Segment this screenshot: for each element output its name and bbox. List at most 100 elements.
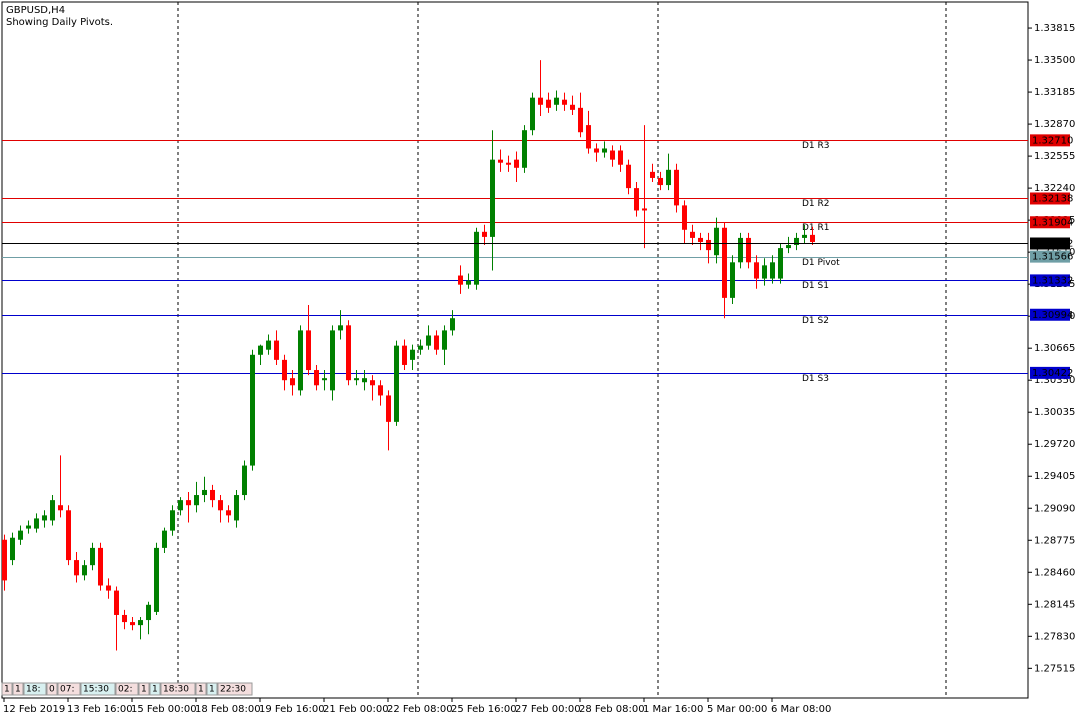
candle-body bbox=[338, 325, 343, 331]
candle-body bbox=[226, 510, 231, 516]
candle-body bbox=[106, 585, 111, 591]
y-tick-label: 1.30665 bbox=[1034, 343, 1075, 354]
candle-body bbox=[154, 547, 159, 612]
candle-body bbox=[434, 335, 439, 350]
y-tick-label: 1.30035 bbox=[1034, 407, 1075, 418]
candle-body bbox=[130, 622, 135, 626]
candle-body bbox=[570, 104, 575, 110]
session-tag: 1 bbox=[15, 685, 21, 695]
candle-body bbox=[586, 125, 591, 149]
session-tag: 02: bbox=[118, 685, 132, 695]
candle-body bbox=[666, 169, 671, 186]
price-tag bbox=[1030, 308, 1070, 321]
price-tag-label: 1.31566 bbox=[1032, 252, 1073, 263]
y-tick-label: 1.33815 bbox=[1034, 23, 1075, 34]
session-tag: 1 bbox=[198, 685, 204, 695]
x-tick-label: 5 Mar 00:00 bbox=[707, 704, 767, 715]
candle-body bbox=[290, 378, 295, 386]
x-tick-label: 15 Feb 00:00 bbox=[131, 704, 197, 715]
candle-body bbox=[786, 245, 791, 249]
candle-body bbox=[714, 227, 719, 256]
y-tick-label: 1.29090 bbox=[1034, 503, 1075, 514]
candle-body bbox=[474, 231, 479, 285]
candle-body bbox=[210, 489, 215, 501]
session-tag-box bbox=[149, 682, 161, 696]
pivot-level-name: D1 S3 bbox=[802, 374, 829, 384]
candle-body bbox=[450, 318, 455, 331]
x-tick-label: 27 Feb 00:00 bbox=[515, 704, 581, 715]
candle-body bbox=[186, 500, 191, 506]
pivot-level-name: D1 S2 bbox=[802, 316, 829, 326]
candle-body bbox=[578, 107, 583, 133]
candle-body bbox=[546, 99, 551, 108]
candle-body bbox=[618, 150, 623, 165]
candle-body bbox=[362, 378, 367, 383]
session-tag: 0 bbox=[49, 685, 55, 695]
session-tag-box bbox=[80, 682, 116, 696]
candle-body bbox=[122, 614, 127, 623]
candle-body bbox=[386, 395, 391, 422]
candle-body bbox=[530, 97, 535, 131]
price-tag bbox=[1030, 250, 1070, 263]
y-tick-label: 1.32870 bbox=[1034, 119, 1075, 130]
candle-body bbox=[394, 345, 399, 422]
x-tick-label: 1 Mar 16:00 bbox=[643, 704, 703, 715]
price-tag-label: 1.30994 bbox=[1032, 310, 1073, 321]
session-tag: 1 bbox=[209, 685, 215, 695]
candle-body bbox=[778, 248, 783, 279]
candle-body bbox=[178, 500, 183, 511]
session-tag-box bbox=[115, 682, 139, 696]
price-tag-label: 1.32138 bbox=[1032, 193, 1073, 204]
candle-body bbox=[418, 345, 423, 350]
y-tick-label: 1.27515 bbox=[1034, 663, 1075, 674]
candle-body bbox=[514, 159, 519, 168]
candle-body bbox=[66, 510, 71, 561]
chart-title: GBPUSD,H4 bbox=[6, 5, 65, 16]
candle-body bbox=[274, 340, 279, 360]
candle-body bbox=[146, 604, 151, 621]
price-tag bbox=[1030, 274, 1070, 287]
pivot-level-name: D1 R3 bbox=[802, 141, 830, 151]
candle-body bbox=[770, 262, 775, 279]
chart-subtitle: Showing Daily Pivots. bbox=[6, 17, 113, 28]
session-tag-box bbox=[206, 682, 218, 696]
session-tag-box bbox=[195, 682, 207, 696]
session-tag: 15:30 bbox=[83, 685, 109, 695]
candle-body bbox=[218, 500, 223, 511]
candle-body bbox=[482, 231, 487, 237]
candle-body bbox=[490, 159, 495, 237]
candle-body bbox=[554, 97, 559, 105]
session-tag-box bbox=[23, 682, 47, 696]
candle-body bbox=[682, 205, 687, 230]
y-tick-label: 1.33185 bbox=[1034, 87, 1075, 98]
period-separators bbox=[177, 2, 947, 698]
pivot-level-name: D1 Pivot bbox=[802, 258, 840, 268]
candle-body bbox=[410, 349, 415, 360]
candle-body bbox=[730, 262, 735, 298]
candle-body bbox=[626, 164, 631, 189]
session-tag: 22:30 bbox=[220, 685, 246, 695]
candle-body bbox=[658, 177, 663, 186]
candle-body bbox=[378, 385, 383, 396]
session-tag: 1 bbox=[152, 685, 158, 695]
y-tick-label: 1.27830 bbox=[1034, 631, 1075, 642]
candle-body bbox=[258, 345, 263, 355]
candle-body bbox=[306, 330, 311, 371]
candle-body bbox=[650, 171, 655, 178]
candle-body bbox=[114, 590, 119, 615]
candle-body bbox=[442, 330, 447, 350]
candle-body bbox=[242, 465, 247, 496]
price-tag-label: 1.31332 bbox=[1032, 275, 1073, 286]
price-tag bbox=[1030, 134, 1070, 147]
candle-body bbox=[354, 378, 359, 381]
candle-body bbox=[298, 330, 303, 391]
pivot-level-name: D1 R2 bbox=[802, 199, 830, 209]
axis-cover bbox=[1029, 699, 1080, 720]
candle-body bbox=[170, 510, 175, 531]
candle-body bbox=[74, 560, 79, 576]
session-tag-box bbox=[217, 682, 253, 696]
plot-frame bbox=[1, 1, 1029, 699]
x-tick-label: 22 Feb 08:00 bbox=[387, 704, 453, 715]
